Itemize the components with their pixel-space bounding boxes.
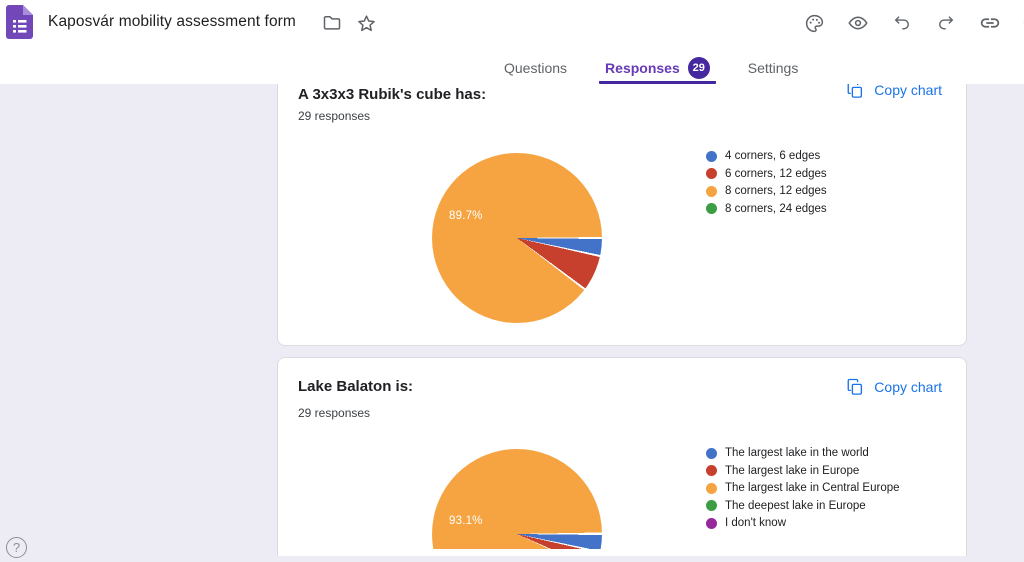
responses-count-text: 29 responses — [298, 109, 371, 123]
legend-color-dot — [706, 447, 717, 459]
form-title[interactable]: Kaposvár mobility assessment form — [48, 13, 296, 30]
legend-item: 8 corners, 24 edges — [706, 203, 827, 215]
legend-color-dot — [706, 168, 717, 179]
add-person-icon[interactable] — [1012, 10, 1024, 36]
legend-color-dot — [706, 500, 717, 511]
legend-color-dot — [706, 465, 717, 476]
legend-label: I don't know — [725, 517, 787, 529]
legend-item: The largest lake in Central Europe — [706, 482, 900, 494]
redo-icon[interactable] — [924, 10, 968, 36]
undo-icon[interactable] — [880, 10, 924, 36]
legend-item: I don't know — [706, 517, 900, 529]
copy-chart-label: Copy chart — [874, 379, 942, 395]
responses-count-badge: 29 — [687, 57, 710, 79]
pie-chart: 93.1% — [432, 449, 602, 549]
legend-item: The largest lake in the world — [706, 447, 900, 459]
help-icon[interactable]: ? — [6, 537, 27, 558]
tab-settings[interactable]: Settings — [742, 55, 805, 84]
responses-count-text: 29 responses — [298, 406, 371, 420]
legend-color-dot — [706, 150, 717, 162]
legend-color-dot — [706, 185, 717, 197]
copy-chart-label: Copy chart — [874, 82, 942, 98]
question-title: A 3x3x3 Rubik's cube has: — [298, 86, 487, 103]
legend-label: The largest lake in Europe — [725, 464, 860, 477]
folder-icon[interactable] — [321, 12, 343, 34]
star-icon[interactable] — [355, 12, 377, 34]
chart-legend: The largest lake in the world The largest… — [706, 447, 900, 535]
legend-item: The deepest lake in Europe — [706, 500, 900, 512]
legend-color-dot — [706, 482, 717, 494]
tab-questions[interactable]: Questions — [498, 55, 573, 84]
app-header: Kaposvár mobility assessment form — [0, 0, 1024, 84]
form-tabs: Questions Responses 29 Settings — [498, 55, 804, 84]
google-forms-icon[interactable] — [6, 5, 33, 39]
pie-slice-percentage-label: 89.7% — [449, 210, 483, 222]
legend-label: 8 corners, 24 edges — [725, 202, 827, 215]
pie-chart: 89.7% — [432, 153, 602, 323]
legend-label: The deepest lake in Europe — [725, 499, 866, 512]
tab-settings-label: Settings — [747, 60, 799, 76]
palette-icon[interactable] — [792, 10, 836, 36]
legend-label: The largest lake in Central Europe — [725, 482, 900, 494]
preview-eye-icon[interactable] — [836, 10, 880, 36]
legend-item: 8 corners, 12 edges — [706, 185, 827, 197]
copy-icon — [846, 378, 864, 396]
pie-chart-clip-area: 93.1% — [432, 449, 602, 549]
question-card-rubiks-cube: A 3x3x3 Rubik's cube has: 29 responses C… — [277, 62, 967, 346]
legend-label: 8 corners, 12 edges — [725, 185, 827, 197]
chart-legend: 4 corners, 6 edges 6 corners, 12 edges 8 c… — [706, 150, 827, 220]
legend-item: 6 corners, 12 edges — [706, 168, 827, 180]
link-icon[interactable] — [968, 10, 1012, 36]
tab-questions-label: Questions — [504, 60, 568, 76]
question-title: Lake Balaton is: — [298, 378, 414, 395]
copy-chart-button[interactable]: Copy chart — [846, 378, 942, 396]
tab-responses-label: Responses — [605, 60, 680, 76]
tab-responses[interactable]: Responses 29 — [599, 55, 716, 84]
legend-item: The largest lake in Europe — [706, 465, 900, 477]
legend-label: The largest lake in the world — [725, 447, 869, 459]
legend-label: 4 corners, 6 edges — [725, 150, 821, 162]
legend-color-dot — [706, 517, 717, 529]
question-card-lake-balaton: Lake Balaton is: 29 responses Copy chart… — [277, 357, 967, 556]
legend-label: 6 corners, 12 edges — [725, 167, 827, 180]
legend-color-dot — [706, 203, 717, 214]
legend-item: 4 corners, 6 edges — [706, 150, 827, 162]
pie-slice-percentage-label: 93.1% — [449, 515, 483, 527]
